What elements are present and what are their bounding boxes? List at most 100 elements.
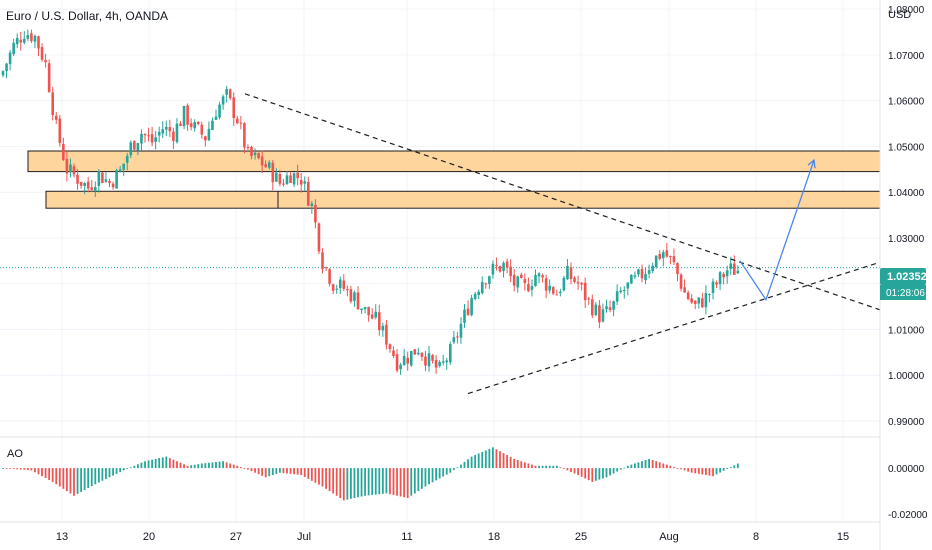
ao-bar [76, 468, 79, 494]
ao-bar [467, 459, 469, 469]
ao-bar [531, 464, 533, 469]
ao-bar [474, 455, 477, 469]
ao-bar [641, 461, 643, 469]
ao-bar [680, 468, 682, 470]
ao-bar [545, 465, 548, 469]
ao-bar [314, 468, 317, 483]
candle-body [200, 124, 204, 135]
ao-bar [140, 462, 143, 469]
ao-bar [26, 468, 29, 471]
ao-bar [119, 468, 122, 473]
ao-bar [236, 465, 239, 469]
candle-body [378, 312, 381, 331]
candle-body [193, 122, 196, 129]
candle-body [576, 282, 580, 284]
ao-bar [151, 459, 153, 469]
ao-bar [271, 468, 274, 476]
ao-bar [381, 468, 384, 494]
candle-body [324, 267, 328, 269]
ao-bar [133, 465, 136, 469]
candle-body [516, 276, 520, 288]
ao-bar [12, 468, 15, 469]
ao-bar [51, 468, 54, 482]
ao-bar [616, 468, 619, 472]
candle-body [51, 92, 54, 116]
time-axis-label: 11 [401, 531, 412, 543]
ao-bar [161, 457, 164, 469]
ao-bar [90, 468, 93, 487]
candle-body [686, 292, 690, 299]
candle-body [534, 275, 537, 286]
ao-bar [598, 468, 601, 480]
candle-body [111, 183, 115, 188]
ao-bar [371, 468, 374, 495]
ao-bar [318, 468, 320, 485]
candle-body [434, 359, 438, 368]
ao-bar [197, 464, 200, 469]
time-axis-label: 25 [575, 531, 587, 543]
time-axis-label: 13 [56, 531, 68, 543]
ao-bar [630, 464, 633, 469]
candle-body [321, 252, 324, 269]
candle-body [463, 309, 466, 323]
candle-body [647, 270, 651, 274]
candle-body [296, 172, 299, 179]
candle-body [186, 105, 189, 125]
candle-body [406, 357, 409, 364]
candle-body [363, 307, 367, 310]
price-axis-label: 0.99000 [888, 417, 925, 428]
candle-body [544, 278, 548, 291]
candle-body [658, 253, 662, 259]
support-resistance-zones [27, 150, 881, 209]
candle-body [555, 294, 559, 296]
ao-bar [697, 468, 700, 474]
candle-body [679, 274, 683, 289]
candle-body [459, 323, 463, 338]
candle-body [310, 203, 314, 207]
ao-bar [264, 468, 267, 478]
candle-body [537, 273, 541, 277]
candle-body [725, 270, 729, 277]
ao-bar [48, 468, 51, 480]
ao-bar [456, 467, 459, 469]
candle-body [587, 298, 591, 300]
candle-body [420, 352, 424, 357]
candle-body [168, 127, 172, 132]
ao-bar [484, 450, 487, 469]
candle-body [356, 292, 360, 310]
candle-body [33, 35, 37, 42]
ao-bar [626, 465, 629, 469]
candle-body [331, 284, 335, 291]
ao-bar [729, 467, 732, 469]
ao-bar [208, 462, 210, 469]
ao-bar [559, 467, 562, 469]
candle-body [232, 97, 236, 119]
ao-bar [495, 449, 498, 469]
ao-bar [310, 468, 313, 481]
ao-bar [19, 468, 22, 470]
candle-body [612, 301, 615, 310]
candle-countdown: 01:28:06 [886, 288, 925, 299]
candle-body [562, 277, 566, 291]
ao-bar [94, 468, 97, 485]
ao-bar [23, 468, 26, 470]
candle-body [395, 354, 399, 371]
ao-bar [211, 462, 214, 469]
candle-body [104, 179, 108, 182]
candle-body [267, 162, 271, 168]
price-axis-label: 1.05000 [888, 142, 925, 153]
candle-body [65, 158, 69, 174]
candle-body [605, 306, 608, 310]
support-zone-lower [45, 190, 881, 209]
candle-body [697, 297, 701, 304]
candle-body [285, 175, 289, 185]
ao-indicator-label[interactable]: AO [7, 448, 23, 460]
ao-bar [257, 468, 260, 475]
candle-body [402, 356, 406, 366]
price-axis-label: 1.06000 [888, 97, 925, 108]
ao-bar [44, 468, 47, 479]
candle-body [512, 274, 516, 286]
candle-body [47, 63, 51, 93]
ao-bar [350, 468, 352, 499]
